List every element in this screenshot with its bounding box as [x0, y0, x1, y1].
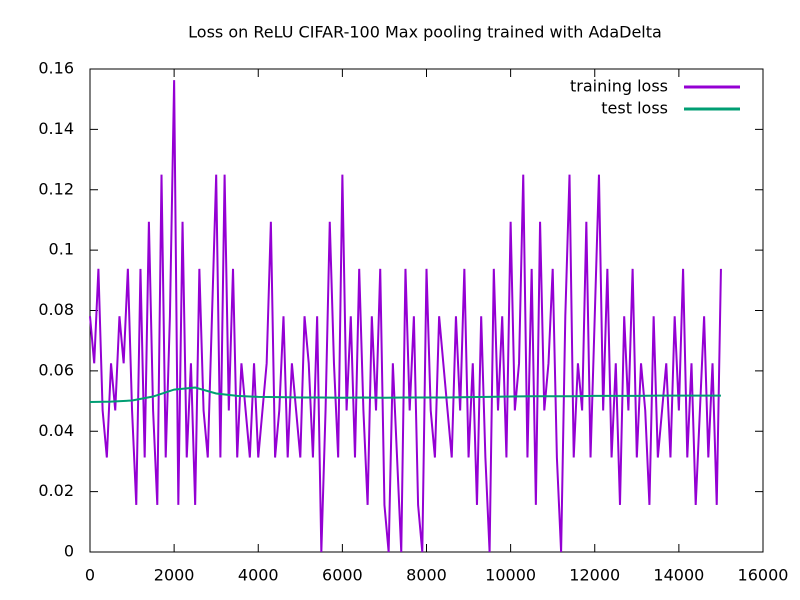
series-line [89, 386, 721, 403]
x-tick-label: 16000 [738, 566, 789, 585]
x-tick-label: 4000 [238, 566, 279, 585]
y-tick-label: 0.12 [38, 179, 74, 198]
chart-title: Loss on ReLU CIFAR-100 Max pooling train… [188, 23, 662, 42]
y-tick-label: 0.08 [38, 300, 74, 319]
x-tick-label: 2000 [154, 566, 195, 585]
x-tick-label: 8000 [406, 566, 447, 585]
x-tick-label: 10000 [485, 566, 536, 585]
x-tick-label: 14000 [653, 566, 704, 585]
y-tick-label: 0.06 [38, 360, 74, 379]
y-tick-label: 0.04 [38, 421, 74, 440]
legend-label: test loss [601, 99, 668, 118]
y-tick-label: 0.14 [38, 119, 74, 138]
y-tick-label: 0 [64, 542, 74, 561]
x-tick-label: 12000 [569, 566, 620, 585]
series-line [89, 80, 722, 553]
legend-label: training loss [570, 77, 668, 96]
y-tick-label: 0.1 [49, 240, 74, 259]
x-tick-label: 6000 [322, 566, 363, 585]
x-tick-label: 0 [85, 566, 95, 585]
y-tick-label: 0.02 [38, 481, 74, 500]
y-tick-label: 0.16 [38, 59, 74, 78]
